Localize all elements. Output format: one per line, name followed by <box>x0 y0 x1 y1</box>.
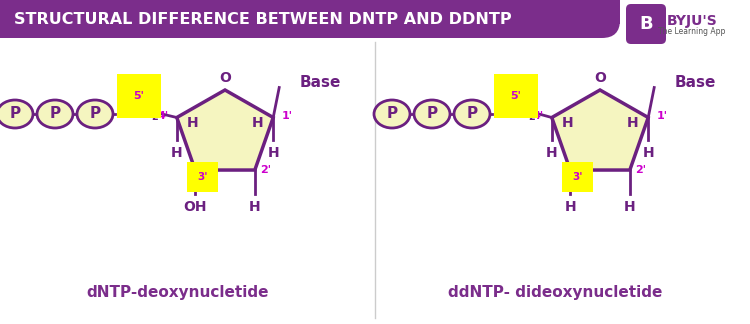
Text: P: P <box>89 107 101 122</box>
Text: H: H <box>626 116 638 130</box>
Polygon shape <box>177 90 273 170</box>
Text: H: H <box>624 200 636 214</box>
Text: P: P <box>427 107 437 122</box>
Text: H: H <box>171 145 182 159</box>
Text: 2': 2' <box>634 165 646 175</box>
FancyBboxPatch shape <box>0 0 620 38</box>
Text: OCH: OCH <box>122 105 156 119</box>
Text: P: P <box>466 107 478 122</box>
Text: 2: 2 <box>152 112 158 122</box>
Text: dNTP-deoxynucletide: dNTP-deoxynucletide <box>87 284 269 299</box>
Text: H: H <box>268 145 279 159</box>
Text: 1': 1' <box>281 110 292 121</box>
Text: B: B <box>639 15 652 33</box>
Ellipse shape <box>414 100 450 128</box>
Text: H: H <box>251 116 263 130</box>
Text: STRUCTURAL DIFFERENCE BETWEEN DNTP AND DDNTP: STRUCTURAL DIFFERENCE BETWEEN DNTP AND D… <box>14 11 512 27</box>
Text: OCH: OCH <box>500 105 532 119</box>
Text: ddNTP- dideoxynucletide: ddNTP- dideoxynucletide <box>448 284 662 299</box>
Text: 5': 5' <box>134 91 145 101</box>
Text: 3': 3' <box>572 172 583 182</box>
Text: P: P <box>50 107 61 122</box>
Text: H: H <box>562 116 574 130</box>
Text: 4': 4' <box>158 110 169 121</box>
Text: H: H <box>187 116 199 130</box>
Ellipse shape <box>454 100 490 128</box>
FancyBboxPatch shape <box>0 0 620 24</box>
Text: 2': 2' <box>260 165 271 175</box>
Polygon shape <box>552 90 648 170</box>
Text: P: P <box>10 107 20 122</box>
FancyBboxPatch shape <box>620 0 750 49</box>
Text: 3': 3' <box>197 172 208 182</box>
Ellipse shape <box>374 100 410 128</box>
Text: Base: Base <box>674 75 716 90</box>
Text: OH: OH <box>184 200 207 214</box>
Text: H: H <box>564 200 576 214</box>
FancyBboxPatch shape <box>0 0 300 38</box>
Text: The Learning App: The Learning App <box>658 28 726 37</box>
Text: O: O <box>219 71 231 85</box>
Text: 2: 2 <box>529 112 536 122</box>
Text: Base: Base <box>299 75 340 90</box>
Text: 1': 1' <box>656 110 668 121</box>
Ellipse shape <box>77 100 113 128</box>
Text: 5': 5' <box>511 91 521 101</box>
Text: H: H <box>643 145 654 159</box>
Text: H: H <box>249 200 261 214</box>
Text: BYJU'S: BYJU'S <box>667 14 717 28</box>
Ellipse shape <box>37 100 73 128</box>
Text: 4': 4' <box>532 110 544 121</box>
Ellipse shape <box>0 100 33 128</box>
FancyBboxPatch shape <box>626 4 666 44</box>
Text: O: O <box>594 71 606 85</box>
Text: H: H <box>546 145 557 159</box>
Text: P: P <box>386 107 398 122</box>
